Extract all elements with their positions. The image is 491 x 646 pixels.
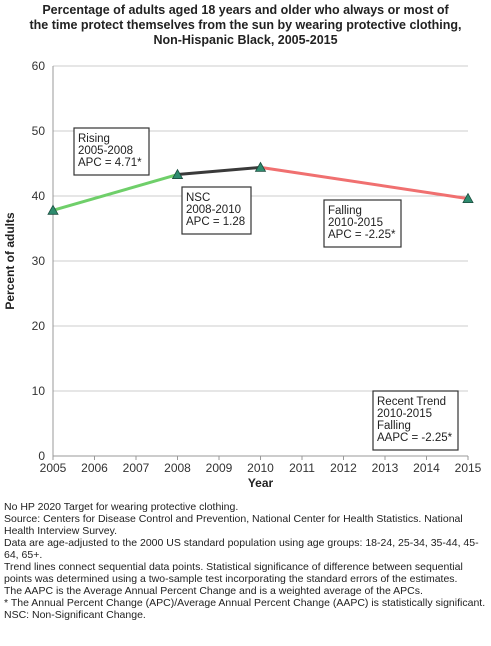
annotation-text: APC = 4.71* — [78, 157, 142, 169]
line-chart: 0 10 20 30 40 50 60 2005 2006 2007 2008 2009 2010 201… — [3, 59, 482, 490]
x-tick-label: 2008 — [164, 461, 191, 475]
annotation-text: 2010-2015 — [377, 408, 432, 420]
footnote: NSC: Non-Significant Change. — [4, 609, 146, 621]
x-tick-label: 2010 — [247, 461, 274, 475]
footnote: * The Annual Percent Change (APC)/Averag… — [4, 597, 486, 609]
x-tick-label: 2014 — [413, 461, 440, 475]
data-point-marker — [47, 204, 59, 215]
annotation-text: APC = 1.28 — [186, 216, 245, 228]
chart-title: Percentage of adults aged 18 years and o… — [0, 3, 491, 48]
trend-line — [51, 173, 179, 212]
annotation-text: Falling — [377, 420, 411, 432]
x-tick-label: 2015 — [455, 461, 482, 475]
annotation-box — [323, 199, 402, 248]
y-axis-title: Percent of adults — [3, 212, 17, 310]
x-axis-title: Year — [248, 476, 274, 490]
footnote: No HP 2020 Target for wearing protective… — [4, 501, 239, 513]
y-tick-label: 10 — [32, 384, 46, 398]
chart-title-line: the time protect themselves from the sun… — [29, 18, 462, 32]
annotation-text: AAPC = -2.25* — [377, 432, 453, 444]
footnotes: No HP 2020 Target for wearing protective… — [4, 501, 489, 621]
x-tick-label: 2011 — [289, 461, 315, 475]
y-tick-label: 20 — [32, 319, 46, 333]
data-point-marker — [462, 192, 474, 204]
annotation-text: 2005-2008 — [78, 145, 133, 157]
data-point-marker — [171, 168, 184, 179]
footnote: Trend lines connect sequential data poin… — [4, 561, 463, 585]
annotation-box — [372, 390, 459, 451]
annotation-text: Rising — [78, 133, 110, 145]
annotation-text: 2010-2015 — [328, 217, 383, 229]
y-tick-label: 0 — [38, 449, 45, 463]
annotation-text: 2008-2010 — [186, 204, 241, 216]
x-tick-label: 2007 — [123, 461, 150, 475]
footnote: Source: Centers for Disease Control and … — [4, 513, 463, 537]
y-tick-label: 30 — [32, 254, 46, 268]
x-tick-label: 2013 — [372, 461, 399, 475]
x-tick-label: 2012 — [330, 461, 357, 475]
annotation-text: Recent Trend — [377, 396, 446, 408]
trend-line — [176, 165, 262, 177]
y-tick-label: 40 — [32, 189, 46, 203]
x-tick-label: 2006 — [81, 461, 108, 475]
footnote: Data are age-adjusted to the 2000 US sta… — [4, 537, 479, 561]
data-point-marker — [254, 161, 267, 172]
annotation-text: NSC — [186, 192, 210, 204]
x-tick-label: 2009 — [206, 461, 233, 475]
annotation-box — [181, 186, 252, 235]
chart-title-line: Percentage of adults aged 18 years and o… — [42, 3, 449, 17]
y-tick-label: 60 — [32, 59, 46, 73]
chart-title-line: Non-Hispanic Black, 2005-2015 — [153, 33, 338, 47]
y-tick-label: 50 — [32, 124, 46, 138]
annotation-text: Falling — [328, 205, 362, 217]
annotation-text: APC = -2.25* — [328, 229, 396, 241]
footnote: The AAPC is the Average Annual Percent C… — [4, 585, 423, 597]
trend-line — [259, 165, 470, 201]
annotation-box — [73, 127, 150, 176]
x-tick-label: 2005 — [40, 461, 67, 475]
